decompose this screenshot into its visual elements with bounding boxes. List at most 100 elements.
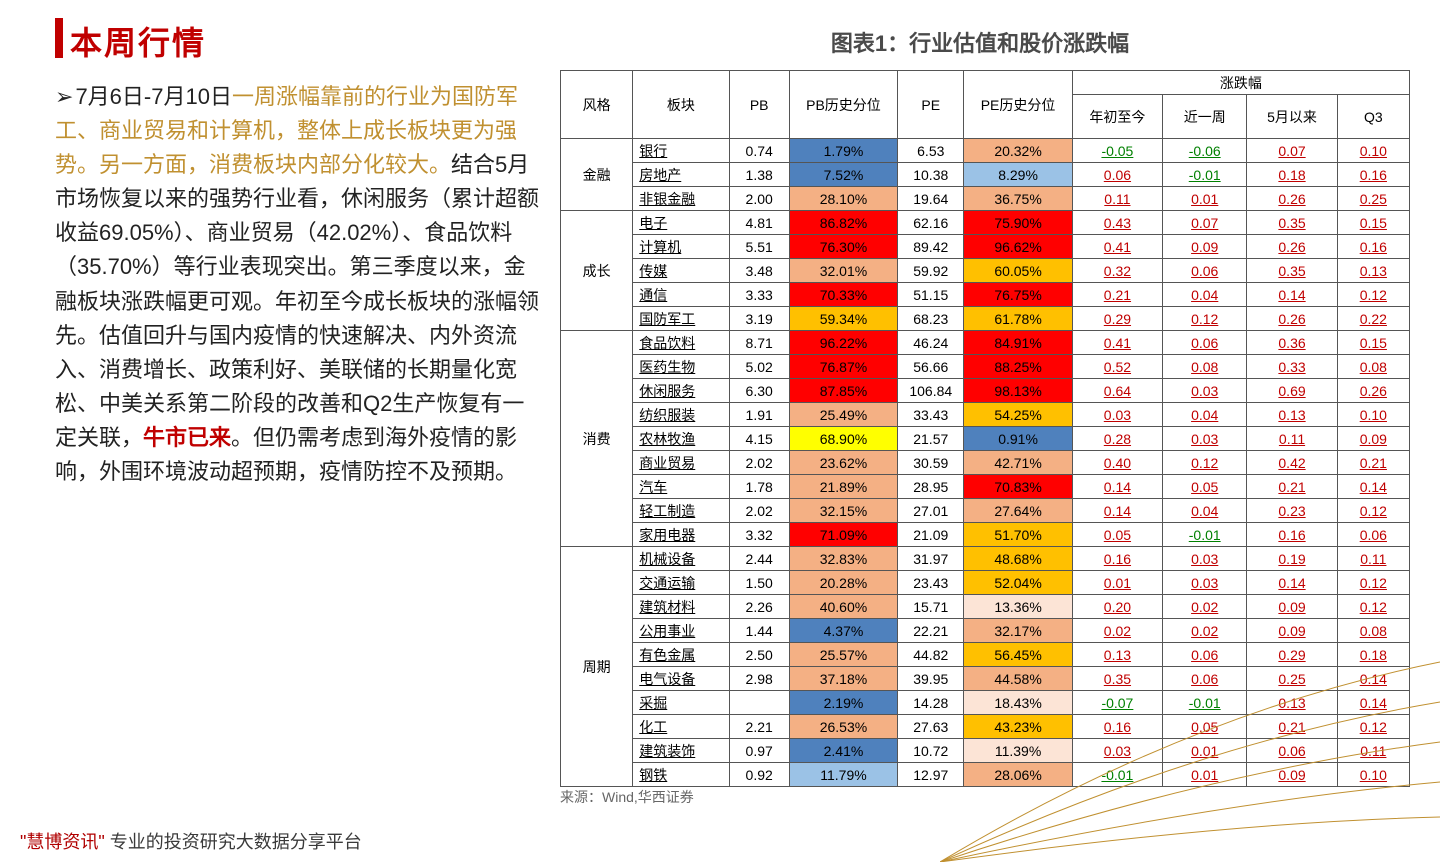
change-cell: 0.11 — [1247, 427, 1337, 451]
pe-pct-cell: 42.71% — [964, 451, 1072, 475]
table-row: 商业贸易2.0223.62%30.5942.71%0.400.120.420.2… — [561, 451, 1410, 475]
pe-cell: 10.72 — [898, 739, 964, 763]
pe-cell: 21.57 — [898, 427, 964, 451]
pb-cell: 3.48 — [729, 259, 789, 283]
change-cell: 0.64 — [1072, 379, 1162, 403]
change-cell: 0.13 — [1247, 403, 1337, 427]
sector-cell: 家用电器 — [633, 523, 729, 547]
pb-pct-cell: 20.28% — [789, 571, 897, 595]
pe-cell: 27.01 — [898, 499, 964, 523]
change-cell: 0.03 — [1163, 379, 1247, 403]
footer: "慧博资讯" 专业的投资研究大数据分享平台 — [20, 828, 362, 854]
title-bar: 本周行情 — [70, 18, 206, 64]
pb-cell: 0.92 — [729, 763, 789, 787]
change-cell: 0.01 — [1163, 739, 1247, 763]
pe-cell: 28.95 — [898, 475, 964, 499]
pb-cell: 2.50 — [729, 643, 789, 667]
pb-pct-cell: 7.52% — [789, 163, 897, 187]
pb-cell: 3.32 — [729, 523, 789, 547]
body-paragraph: ➢7月6日-7月10日一周涨幅靠前的行业为国防军工、商业贸易和计算机，整体上成长… — [55, 80, 545, 489]
change-cell: 0.16 — [1072, 715, 1162, 739]
change-cell: 0.15 — [1337, 331, 1409, 355]
para-lead: 7月6日-7月10日 — [75, 84, 232, 109]
sector-cell: 钢铁 — [633, 763, 729, 787]
pe-pct-cell: 60.05% — [964, 259, 1072, 283]
group-cell: 消费 — [561, 331, 633, 547]
table-row: 电气设备2.9837.18%39.9544.58%0.350.060.250.1… — [561, 667, 1410, 691]
pe-cell: 21.09 — [898, 523, 964, 547]
table-row: 医药生物5.0276.87%56.6688.25%0.520.080.330.0… — [561, 355, 1410, 379]
change-cell: 0.20 — [1072, 595, 1162, 619]
pb-pct-cell: 2.41% — [789, 739, 897, 763]
change-cell: 0.43 — [1072, 211, 1162, 235]
change-cell: 0.11 — [1337, 547, 1409, 571]
change-cell: 0.08 — [1337, 355, 1409, 379]
pe-pct-cell: 88.25% — [964, 355, 1072, 379]
pe-cell: 51.15 — [898, 283, 964, 307]
change-cell: 0.03 — [1072, 739, 1162, 763]
pb-pct-cell: 32.15% — [789, 499, 897, 523]
pb-cell — [729, 691, 789, 715]
table-row: 传媒3.4832.01%59.9260.05%0.320.060.350.13 — [561, 259, 1410, 283]
change-cell: 0.32 — [1072, 259, 1162, 283]
change-cell: 0.52 — [1072, 355, 1162, 379]
pe-pct-cell: 18.43% — [964, 691, 1072, 715]
change-cell: 0.09 — [1247, 595, 1337, 619]
table-row: 计算机5.5176.30%89.4296.62%0.410.090.260.16 — [561, 235, 1410, 259]
change-cell: -0.01 — [1163, 691, 1247, 715]
pb-cell: 4.81 — [729, 211, 789, 235]
col-header: PB — [729, 71, 789, 139]
pb-cell: 1.44 — [729, 619, 789, 643]
change-cell: -0.01 — [1163, 523, 1247, 547]
col-subheader: Q3 — [1337, 95, 1409, 139]
chart-source: 来源：Wind,华西证券 — [560, 787, 694, 807]
change-cell: 0.21 — [1337, 451, 1409, 475]
change-cell: 0.14 — [1247, 571, 1337, 595]
change-cell: -0.01 — [1163, 163, 1247, 187]
change-cell: 0.15 — [1337, 211, 1409, 235]
pb-pct-cell: 21.89% — [789, 475, 897, 499]
change-cell: 0.08 — [1337, 619, 1409, 643]
change-cell: -0.01 — [1072, 763, 1162, 787]
pb-cell: 2.21 — [729, 715, 789, 739]
col-header: PE — [898, 71, 964, 139]
change-cell: 0.14 — [1337, 475, 1409, 499]
pb-pct-cell: 32.01% — [789, 259, 897, 283]
pe-pct-cell: 70.83% — [964, 475, 1072, 499]
table-row: 建筑装饰0.972.41%10.7211.39%0.030.010.060.11 — [561, 739, 1410, 763]
pb-pct-cell: 32.83% — [789, 547, 897, 571]
sector-cell: 休闲服务 — [633, 379, 729, 403]
pb-pct-cell: 68.90% — [789, 427, 897, 451]
pb-pct-cell: 96.22% — [789, 331, 897, 355]
change-cell: 0.08 — [1163, 355, 1247, 379]
table-row: 成长电子4.8186.82%62.1675.90%0.430.070.350.1… — [561, 211, 1410, 235]
pe-pct-cell: 54.25% — [964, 403, 1072, 427]
change-cell: 0.35 — [1072, 667, 1162, 691]
pe-cell: 89.42 — [898, 235, 964, 259]
pe-pct-cell: 44.58% — [964, 667, 1072, 691]
table-row: 有色金属2.5025.57%44.8256.45%0.130.060.290.1… — [561, 643, 1410, 667]
change-cell: 0.16 — [1072, 547, 1162, 571]
table-row: 农林牧渔4.1568.90%21.570.91%0.280.030.110.09 — [561, 427, 1410, 451]
pb-pct-cell: 76.30% — [789, 235, 897, 259]
pb-pct-cell: 26.53% — [789, 715, 897, 739]
change-cell: 0.12 — [1337, 499, 1409, 523]
pe-pct-cell: 52.04% — [964, 571, 1072, 595]
change-cell: 0.41 — [1072, 235, 1162, 259]
change-cell: 0.12 — [1337, 715, 1409, 739]
pb-cell: 2.00 — [729, 187, 789, 211]
pb-pct-cell: 1.79% — [789, 139, 897, 163]
sector-cell: 建筑材料 — [633, 595, 729, 619]
table-row: 钢铁0.9211.79%12.9728.06%-0.010.010.090.10 — [561, 763, 1410, 787]
change-cell: 0.10 — [1337, 139, 1409, 163]
table-row: 通信3.3370.33%51.1576.75%0.210.040.140.12 — [561, 283, 1410, 307]
chart-title: 图表1：行业估值和股价涨跌幅 — [560, 26, 1400, 58]
change-cell: 0.12 — [1163, 307, 1247, 331]
table-row: 采掘2.19%14.2818.43%-0.07-0.010.130.14 — [561, 691, 1410, 715]
change-cell: 0.18 — [1337, 643, 1409, 667]
pb-pct-cell: 71.09% — [789, 523, 897, 547]
pb-pct-cell: 4.37% — [789, 619, 897, 643]
pb-pct-cell: 25.57% — [789, 643, 897, 667]
pe-pct-cell: 32.17% — [964, 619, 1072, 643]
pb-cell: 1.91 — [729, 403, 789, 427]
